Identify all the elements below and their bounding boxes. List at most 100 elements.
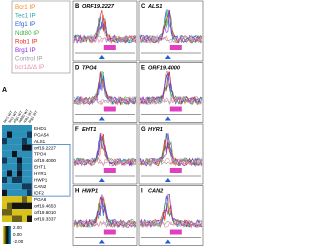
- highlight-box: [31, 143, 71, 197]
- trace: [139, 132, 203, 167]
- peak-arrow: [98, 239, 105, 244]
- heatmap-cell: [17, 150, 22, 158]
- gene-name: ORF19.2227: [82, 4, 115, 10]
- peak-arrow: [98, 55, 105, 59]
- heatmap-cell: [12, 137, 17, 145]
- heatmap-cell: [22, 131, 27, 138]
- orf-box: [169, 45, 182, 50]
- heatmap-cell: [27, 163, 32, 171]
- trace: [139, 71, 203, 105]
- heatmap-cell: [12, 189, 17, 197]
- peak-arrow: [98, 116, 105, 121]
- heatmap-cell: [17, 202, 22, 210]
- heatmap-cell: [12, 157, 17, 164]
- heatmap-cell: [7, 137, 12, 145]
- peak-arrow: [164, 55, 171, 59]
- heatmap-cell: [12, 215, 17, 222]
- gene-label: PGA6: [34, 197, 47, 202]
- heatmap-cell: [27, 215, 32, 222]
- panel-label: B: [75, 4, 80, 10]
- heatmap-cell: [7, 163, 12, 171]
- heatmap-cell: [22, 170, 27, 177]
- heatmap-cell: [27, 131, 32, 138]
- orf-box: [169, 229, 182, 235]
- heatmap-cell: [22, 189, 27, 197]
- gene-label: orf19.4000: [34, 158, 56, 163]
- heatmap-cell: [12, 209, 17, 216]
- heatmap-cell: [12, 183, 17, 190]
- heatmap-cell: [17, 196, 22, 203]
- orf-box: [103, 45, 116, 50]
- trace: [139, 219, 203, 228]
- heatmap-cell: [27, 183, 32, 190]
- heatmap-cell: [7, 170, 12, 177]
- heatmap-cell: [22, 163, 27, 171]
- heatmap-cell: [17, 163, 22, 171]
- heatmap-cell: [22, 125, 27, 132]
- heatmap-cell: [2, 125, 7, 132]
- gene-name: ALS1: [147, 4, 162, 10]
- legend-box: [11, 0, 71, 74]
- heatmap-cell: [12, 163, 17, 171]
- heatmap-cell: [27, 125, 32, 132]
- gene-label: orf19.6010: [34, 210, 56, 215]
- heatmap-cell: [12, 144, 17, 151]
- heatmap-cell: [7, 157, 12, 164]
- heatmap-cell: [12, 176, 17, 184]
- heatmap-cell: [2, 209, 7, 216]
- trace: [139, 34, 203, 45]
- gene-label: HWP1: [34, 178, 48, 183]
- heatmap-cell: [27, 150, 32, 158]
- panel-frame: [138, 62, 204, 123]
- gene-label: PGA54: [34, 132, 49, 137]
- panel-frame: [72, 0, 138, 62]
- legend-entry: Efg1 IP: [15, 21, 35, 28]
- heatmap-cell: [7, 144, 12, 151]
- orf-box: [103, 106, 116, 112]
- heatmap-cell: [22, 183, 27, 190]
- gene-name: TPO4: [82, 66, 97, 72]
- heatmap-cell: [2, 157, 7, 164]
- heatmap-cell: [27, 137, 32, 145]
- heatmap-cell: [22, 150, 27, 158]
- heatmap-cell: [17, 183, 22, 190]
- heatmap-cell: [2, 163, 7, 171]
- trace: [73, 157, 137, 167]
- legend-entry: Rob1 IP: [15, 38, 37, 45]
- heatmap-cell: [12, 125, 17, 132]
- gene-label: orf19.2227: [34, 145, 56, 150]
- orf-box: [169, 106, 182, 112]
- heatmap-cell: [27, 170, 32, 177]
- panel-label: E: [141, 66, 145, 72]
- column-header: tec1 WT: [8, 110, 19, 124]
- column-header: efg1 WT: [13, 109, 25, 123]
- gene-label: TPO4: [34, 152, 46, 157]
- heatmap-cell: [12, 150, 17, 158]
- heatmap-cell: [22, 137, 27, 145]
- heatmap-cell: [2, 144, 7, 151]
- gene-label: IDF2: [34, 191, 44, 196]
- heatmap-cell: [17, 189, 22, 197]
- heatmap-cell: [2, 176, 7, 184]
- gene-name: EHT1: [82, 127, 96, 133]
- trace: [139, 96, 203, 106]
- legend-entry: Bcr1 IP: [15, 4, 35, 11]
- heatmap-cell: [2, 189, 7, 197]
- heatmap-cell: [22, 196, 27, 203]
- heatmap-cell: [12, 131, 17, 138]
- heatmap-cell: [22, 157, 27, 164]
- heatmap-cell: [22, 209, 27, 216]
- panel-label: F: [75, 127, 79, 133]
- gene-name: CAN2: [148, 189, 164, 195]
- panel-label: G: [141, 127, 146, 133]
- heatmap-cell: [7, 150, 12, 158]
- heatmap-cell: [2, 196, 7, 203]
- panel-frame: [138, 185, 204, 246]
- heatmap-cell: [17, 209, 22, 216]
- heatmap-cell: [17, 144, 22, 151]
- trace: [139, 218, 203, 229]
- heatmap-cell: [7, 209, 12, 216]
- heatmap-cell: [27, 196, 32, 203]
- heatmap-cell: [17, 176, 22, 184]
- heatmap-cell: [17, 125, 22, 132]
